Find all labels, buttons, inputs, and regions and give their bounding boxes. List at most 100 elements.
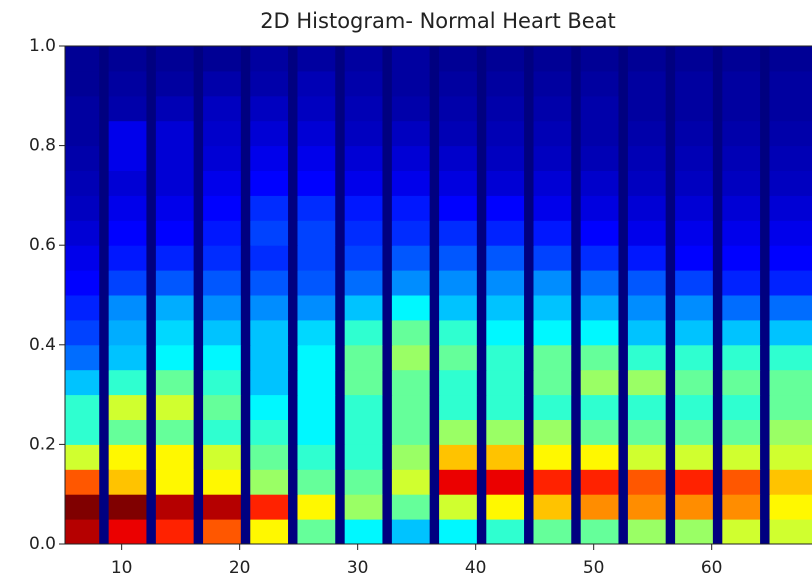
heatmap-cell [476,46,487,72]
heatmap-cell [665,295,676,321]
heatmap-cell [429,295,440,321]
heatmap-cell [665,270,676,296]
heatmap-cell [760,419,771,445]
heatmap-cell [769,145,812,171]
heatmap-cell [627,469,667,495]
heatmap-cell [439,494,478,520]
x-tick-label: 50 [583,558,605,578]
heatmap-cell [486,145,525,171]
heatmap-cell [297,220,336,246]
heatmap-cell [627,220,667,246]
heatmap-cell [297,519,336,545]
heatmap-cell [712,519,723,545]
heatmap-cell [382,444,393,470]
heatmap-cell [146,419,157,445]
heatmap-cell [712,145,723,171]
heatmap-cell [769,295,812,321]
heatmap-cell [533,145,572,171]
heatmap-cell [250,494,289,520]
heatmap-cell [335,469,346,495]
heatmap-cell [439,195,478,221]
heatmap-cell [580,469,619,495]
heatmap-cell [108,394,147,420]
heatmap-cell [571,494,582,520]
heatmap-cell [65,344,100,371]
heatmap-cell [618,145,629,171]
heatmap-cell [580,70,619,97]
heatmap-cell [712,220,723,246]
heatmap-cell [429,145,440,171]
x-tick-label: 10 [111,558,133,578]
chart-title: 2D Histogram- Normal Heart Beat [260,9,616,33]
heatmap-cell [524,319,534,346]
heatmap-cell [146,469,157,495]
heatmap-cell [571,369,582,396]
heatmap-cell [722,295,761,321]
heatmap-cell [571,95,582,122]
heatmap-cell [108,170,147,196]
heatmap-cell [476,195,487,221]
heatmap-cell [99,95,110,122]
heatmap-cell [675,270,714,296]
heatmap-cell [618,444,629,470]
heatmap-cell [108,195,147,221]
heatmap-cell [571,145,582,171]
heatmap-cell [486,469,525,495]
heatmap-cell [344,295,383,321]
heatmap-cell [344,494,383,520]
heatmap-cell [335,120,346,147]
heatmap-cell [627,295,667,321]
heatmap-cell [722,344,761,371]
heatmap-cell [665,120,676,147]
heatmap-cell [250,95,289,122]
heatmap-cell [476,494,487,520]
heatmap-cell [571,245,582,271]
heatmap-cell [203,70,242,97]
heatmap-cell [627,95,667,122]
heatmap-cell [382,120,393,147]
heatmap-cell [240,469,251,495]
heatmap-cell [439,170,478,196]
heatmap-cell [533,494,572,520]
heatmap-cell [486,245,525,271]
heatmap-cell [486,120,525,147]
heatmap-cell [486,394,525,420]
heatmap-cell [288,444,298,470]
heatmap-cell [240,394,251,420]
heatmap-cell [524,394,534,420]
heatmap-cell [65,220,100,246]
heatmap-cell [250,70,289,97]
heatmap-cell [382,195,393,221]
heatmap-cell [344,270,383,296]
heatmap-cell [439,70,478,97]
heatmap-cell [99,195,110,221]
heatmap-cell [486,95,525,122]
heatmap-cell [297,344,336,371]
heatmap-cell [240,344,251,371]
heatmap-cell [712,270,723,296]
heatmap-cell [155,120,195,147]
heatmap-cell [439,245,478,271]
heatmap-cell [760,295,771,321]
heatmap-cell [524,494,534,520]
heatmap-cell [571,519,582,545]
heatmap-cell [203,170,242,196]
heatmap-cell [250,344,289,371]
heatmap-cell [429,220,440,246]
heatmap-cell [486,344,525,371]
heatmap-cell [760,369,771,396]
heatmap-cell [99,295,110,321]
heatmap-cell [240,170,251,196]
heatmap-cell [722,120,761,147]
heatmap-cell [155,469,195,495]
heatmap-cell [155,70,195,97]
heatmap-cell [335,145,346,171]
heatmap-cell [193,145,204,171]
heatmap-cell [618,95,629,122]
heatmap-cell [769,270,812,296]
heatmap-cell [665,369,676,396]
heatmap-cell [439,295,478,321]
heatmap-cell [155,419,195,445]
heatmap-cell [108,419,147,445]
